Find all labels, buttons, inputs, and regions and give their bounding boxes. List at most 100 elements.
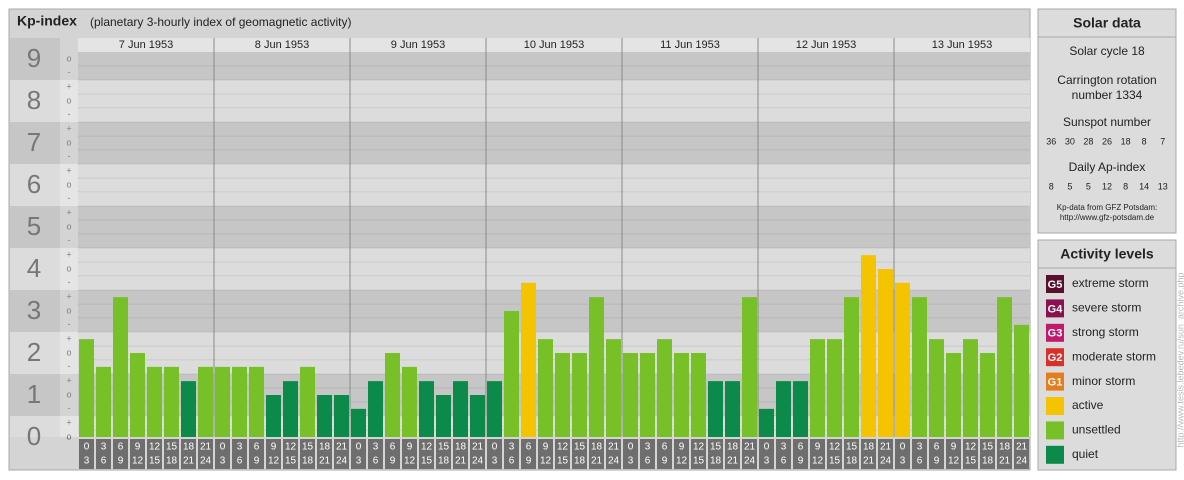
ap-index: 12 [1102, 181, 1112, 191]
legend-swatch [1046, 323, 1064, 342]
hour-label: 12 [149, 442, 161, 453]
minor-tick-label: - [68, 67, 71, 77]
minor-tick-label: o [66, 137, 71, 147]
y-tick-label: 6 [27, 169, 41, 199]
kp-bar [759, 408, 774, 437]
kp-bar [181, 381, 196, 437]
level-band [10, 416, 1030, 437]
level-band [10, 248, 1030, 290]
hour-label: 6 [509, 456, 515, 467]
kp-bar [96, 366, 111, 437]
hour-label: 3 [628, 456, 634, 467]
hour-box [385, 439, 400, 469]
kp-bar [912, 297, 927, 437]
kp-bar [504, 311, 519, 437]
minor-tick-label: - [68, 361, 71, 371]
minor-tick-label: - [68, 109, 71, 119]
hour-box [147, 439, 162, 469]
hour-box [164, 439, 179, 469]
hour-box [861, 439, 876, 469]
kp-bar [453, 381, 468, 437]
hour-label: 15 [710, 442, 722, 453]
hour-box [79, 439, 94, 469]
kp-bar [130, 353, 145, 437]
hour-label: 6 [662, 442, 668, 453]
hour-label: 6 [798, 442, 804, 453]
legend-swatch [1046, 372, 1064, 391]
carrington: number 1334 [1072, 88, 1143, 102]
hour-label: 3 [917, 442, 923, 453]
solar-title: Solar data [1073, 15, 1141, 31]
level-band [10, 374, 1030, 416]
kp-bar [810, 339, 825, 437]
day-label: 10 Jun 1953 [524, 39, 585, 51]
kp-bar [708, 381, 723, 437]
legend-swatch [1046, 397, 1064, 415]
hour-label: 21 [591, 456, 603, 467]
legend-label: minor storm [1072, 374, 1135, 388]
hour-box [300, 439, 315, 469]
hour-box [283, 439, 298, 469]
hour-label: 15 [846, 442, 858, 453]
level-band [10, 206, 1030, 248]
hour-label: 9 [798, 456, 804, 467]
legend-code: G1 [1048, 377, 1063, 389]
minor-tick-label: - [68, 319, 71, 329]
minor-tick-label: + [66, 82, 71, 92]
minor-tick-label: + [66, 166, 71, 176]
kp-bar [232, 366, 247, 437]
hour-label: 15 [149, 456, 161, 467]
ap-index: 8 [1049, 181, 1054, 191]
hour-label: 15 [557, 456, 569, 467]
legend-swatch [1046, 421, 1064, 440]
sunspot-numbers: 26 [1102, 136, 1112, 146]
subtitle: (planetary 3-hourly index of geomagnetic… [90, 15, 351, 29]
minor-tick-label: + [66, 124, 71, 134]
hour-label: 15 [829, 456, 841, 467]
hour-box [674, 439, 689, 469]
ap-label: Daily Ap-index [1069, 160, 1146, 174]
legend-label: extreme storm [1072, 276, 1149, 290]
hour-label: 9 [135, 442, 141, 453]
minor-tick-label: o [66, 389, 71, 399]
kp-bar [657, 339, 672, 437]
hour-label: 18 [183, 442, 195, 453]
hour-box [929, 439, 944, 469]
minor-tick-label: o [66, 431, 71, 441]
ap-index: 8 [1123, 181, 1128, 191]
hour-label: 0 [220, 442, 226, 453]
hour-label: 15 [421, 456, 433, 467]
hour-label: 15 [285, 456, 297, 467]
date-row [78, 38, 1030, 52]
kp-bar [215, 366, 230, 437]
hour-box [368, 439, 383, 469]
kp-bar [470, 395, 485, 437]
kp-bar [725, 381, 740, 437]
hour-box [487, 439, 502, 469]
hour-label: 15 [574, 442, 586, 453]
hour-box [623, 439, 638, 469]
kp-bar [1014, 324, 1029, 437]
hour-label: 15 [166, 442, 178, 453]
hour-label: 18 [574, 456, 586, 467]
hour-label: 6 [934, 442, 940, 453]
y-tick-label: 0 [27, 421, 41, 451]
kp-bar [623, 353, 638, 437]
hour-label: 9 [662, 456, 668, 467]
hour-label: 12 [676, 456, 688, 467]
hour-label: 12 [132, 456, 144, 467]
hour-label: 3 [84, 456, 90, 467]
source: Kp-data from GFZ Potsdam: [1057, 203, 1157, 212]
kp-bar [674, 353, 689, 437]
kp-bar [606, 339, 621, 437]
label-column [60, 38, 78, 437]
hour-label: 12 [557, 442, 569, 453]
sunspot-numbers: 8 [1142, 136, 1147, 146]
legend-code: G3 [1048, 328, 1063, 340]
legend-swatch [1046, 445, 1064, 464]
title: Kp-index [17, 13, 77, 29]
kp-bar [283, 381, 298, 437]
sunspot-numbers: 30 [1065, 136, 1075, 146]
hour-box [436, 439, 451, 469]
